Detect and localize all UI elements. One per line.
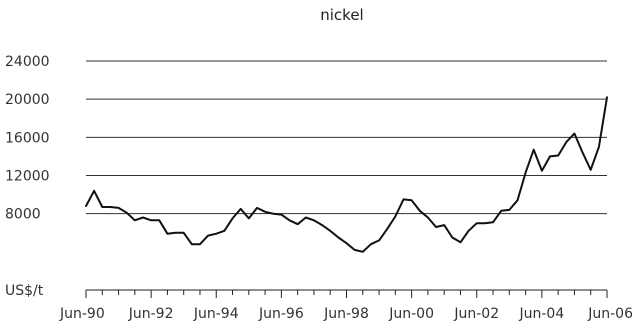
x-tick-label-jun-96: Jun-96 [258,306,304,322]
y-tick-label-16000: 16000 [5,130,50,146]
x-tick-label-jun-98: Jun-98 [323,306,369,322]
x-axis-labels: Jun-90 Jun-92 Jun-94 Jun-96 Jun-98 Jun-00 Jun-… [59,306,633,322]
x-tick-label-jun-06: Jun-06 [587,306,633,322]
x-tick-label-jun-94: Jun-94 [193,306,239,322]
series-layer [85,96,608,253]
x-tick-label-jun-00: Jun-00 [388,306,434,322]
nickel-series-line [85,96,608,253]
x-tick-label-jun-90: Jun-90 [59,306,105,322]
x-tick-label-jun-92: Jun-92 [128,306,174,322]
y-tick-label-24000: 24000 [5,54,50,70]
chart-title: nickel [320,6,363,24]
x-axis [85,289,608,298]
x-tick-label-jun-04: Jun-04 [519,306,565,322]
x-tick-label-jun-02: Jun-02 [453,306,499,322]
y-tick-label-12000: 12000 [5,169,50,185]
y-tick-label-8000: 8000 [5,207,41,223]
y-axis-labels: 24000 20000 16000 12000 8000 US$/t [5,54,50,299]
grid-lines [86,60,607,215]
y-tick-label-20000: 20000 [5,92,50,108]
y-unit-label: US$/t [5,283,44,299]
